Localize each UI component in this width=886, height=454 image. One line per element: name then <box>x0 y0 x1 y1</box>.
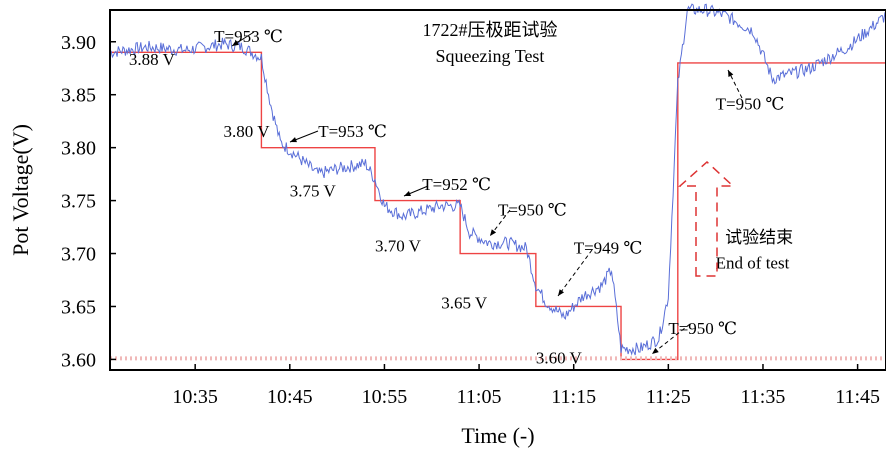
annotation-label: 3.75 V <box>290 181 337 200</box>
x-tick-label: 11:05 <box>457 386 502 408</box>
annotation-arrowhead <box>404 191 411 197</box>
plot-frame <box>109 9 886 371</box>
x-axis-title: Time (-) <box>461 423 534 448</box>
x-tick-label: 11:35 <box>741 386 786 408</box>
annotation-arrow <box>489 209 511 237</box>
annotation-label: T=953 ℃ <box>214 27 283 46</box>
y-tick-label: 3.80 <box>61 138 96 160</box>
end-of-test-arrow <box>678 160 735 277</box>
annotation-label: T=952 ℃ <box>422 175 491 194</box>
annotation-label: T=950 ℃ <box>498 200 567 219</box>
y-tick-label: 3.75 <box>61 191 96 213</box>
x-tick-label: 11:25 <box>646 386 691 408</box>
annotation-arrowhead <box>232 40 239 46</box>
annotation-arrowhead <box>728 70 734 77</box>
y-tick-label: 3.65 <box>61 296 96 318</box>
y-tick-label: 3.90 <box>61 32 96 54</box>
annotation-arrowhead <box>290 137 297 143</box>
y-tick-label: 3.70 <box>61 244 96 266</box>
ticks-layer: 10:35 10:45 10:55 11:05 11:15 11:25 11:35 11:45… <box>61 32 880 408</box>
annotation-arrow <box>557 249 593 297</box>
annotation-label: End of test <box>716 253 790 272</box>
annotation-layer: T=953 ℃ 3.88 V 3.80 V T=953 ℃ 3.75 V T=952 ℃ 3… <box>129 27 793 368</box>
annotation-label: T=950 ℃ <box>716 95 785 114</box>
setpoint-series-line <box>110 51 886 361</box>
y-tick-label: 3.85 <box>61 85 96 107</box>
annotation-arrow <box>651 323 691 355</box>
annotation-label: T=953 ℃ <box>318 122 387 141</box>
annotation-label: 3.65 V <box>441 294 488 313</box>
series-layer <box>110 3 886 361</box>
chart-title: 1722#压极距试验 <box>423 20 558 40</box>
x-tick-label: 11:15 <box>551 386 596 408</box>
x-tick-label: 10:55 <box>362 386 408 408</box>
annotation-label: T=949 ℃ <box>574 239 643 258</box>
y-axis-title: Pot Voltage(V) <box>8 124 33 256</box>
annotation-arrow <box>727 69 743 99</box>
annotation-arrowhead <box>558 289 565 296</box>
annotation-label: 3.70 V <box>375 236 422 255</box>
annotation-label: 3.60 V <box>536 349 583 368</box>
y-tick-label: 3.60 <box>61 349 96 371</box>
x-tick-label: 10:35 <box>172 386 218 408</box>
annotation-label: 3.80 V <box>224 122 271 141</box>
chart-subtitle: Squeezing Test <box>436 46 545 66</box>
x-tick-label: 10:45 <box>267 386 313 408</box>
annotation-arrowhead <box>652 347 659 354</box>
annotation-label: 试验结束 <box>725 228 793 247</box>
x-tick-label: 11:45 <box>835 386 880 408</box>
annotation-arrowhead <box>490 229 497 236</box>
measured-series-line <box>110 3 886 356</box>
annotation-label: T=950 ℃ <box>668 319 737 338</box>
annotation-label: 3.88 V <box>129 50 176 69</box>
axes-layer <box>109 9 886 371</box>
